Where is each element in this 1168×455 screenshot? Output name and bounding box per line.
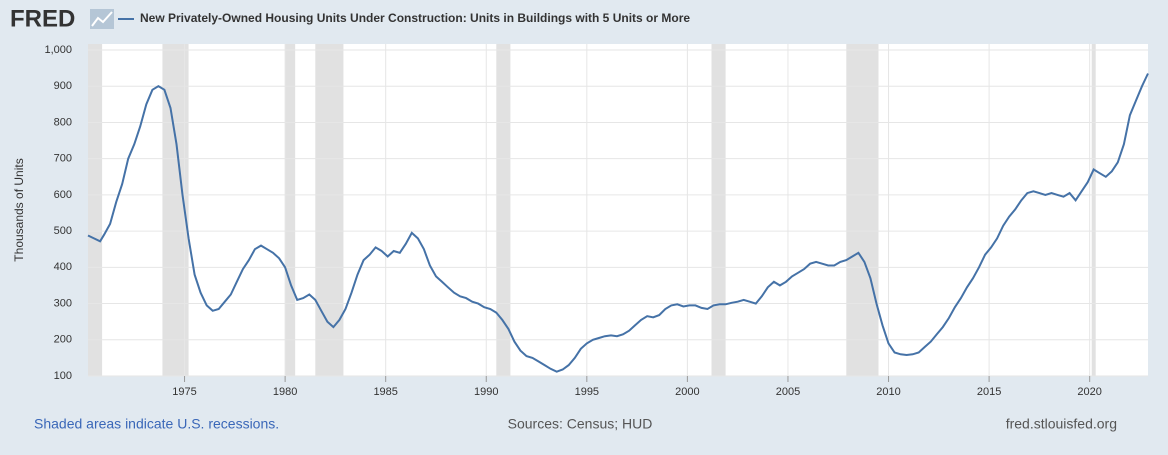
recession-band [285,44,296,376]
y-tick-label: 700 [54,153,72,165]
recession-band [711,44,726,376]
plot-area [88,44,1148,376]
y-tick-label: 800 [54,116,72,128]
y-tick-label: 1,000 [44,44,72,56]
y-tick-label: 900 [54,80,72,92]
y-axis-label: Thousands of Units [12,158,26,261]
x-tick-label: 1980 [273,386,297,398]
y-tick-label: 100 [54,370,72,382]
x-tick-label: 1985 [373,386,397,398]
y-tick-label: 300 [54,297,72,309]
y-tick-label: 400 [54,261,72,273]
y-tick-label: 600 [54,189,72,201]
y-tick-label: 500 [54,225,72,237]
recession-band [496,44,511,376]
source: Sources: Census; HUD [508,416,653,432]
recession-note: Shaded areas indicate U.S. recessions. [34,416,279,432]
x-tick-label: 1975 [172,386,196,398]
x-tick-label: 2005 [776,386,800,398]
recession-band [88,44,103,376]
x-tick-label: 1995 [575,386,599,398]
recession-band [1091,44,1096,376]
x-tick-label: 2020 [1077,386,1101,398]
y-tick-label: 200 [54,334,72,346]
plot: 100 200 300 400 500 600 700 800 900 1,000 1975 1980… [44,44,1149,398]
x-tick-label: 2000 [675,386,699,398]
recession-band [315,44,344,376]
logo: FRED [10,5,75,32]
x-tick-label: 1990 [474,386,498,398]
legend-label: New Privately-Owned Housing Units Under … [140,11,690,25]
logo-icon [90,9,114,29]
x-tick-label: 2015 [977,386,1001,398]
series-line [87,73,1149,373]
site: fred.stlouisfed.org [1006,416,1117,432]
recession-band [846,44,879,376]
x-tick-label: 2010 [876,386,900,398]
